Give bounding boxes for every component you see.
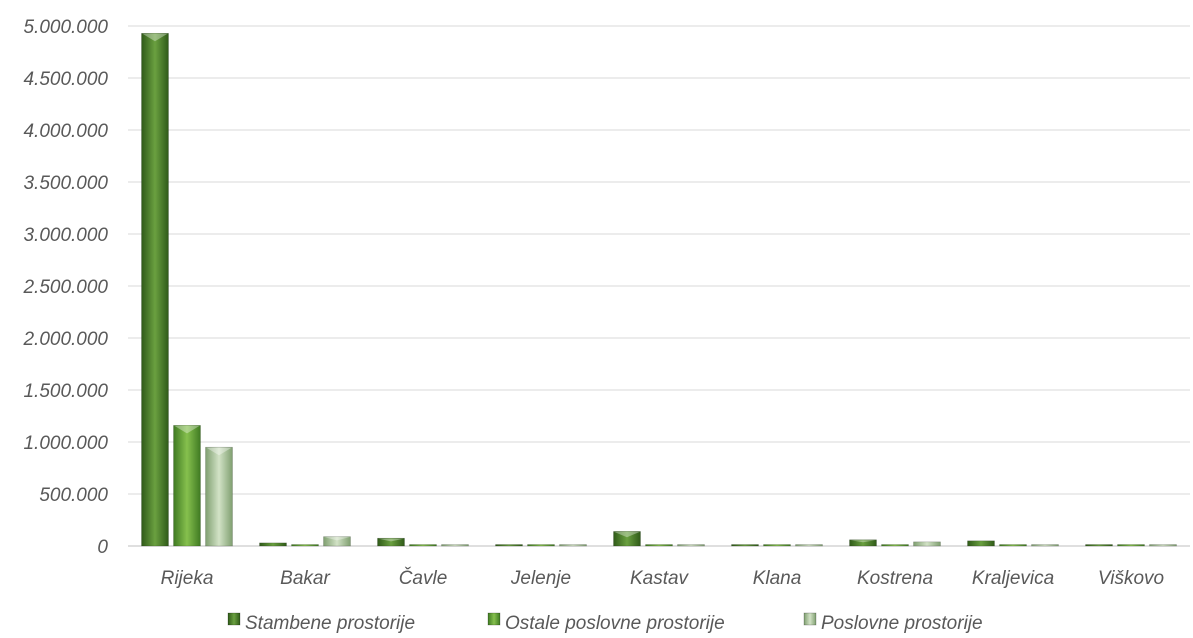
y-tick-label: 500.000 [39, 485, 108, 506]
bar-poslovne-prostorije [205, 446, 233, 547]
bar-ostale-poslovne-prostorije [527, 544, 555, 547]
y-tick-label: 4.000.000 [23, 121, 108, 142]
bar-poslovne-prostorije [323, 536, 351, 547]
bar-ostale-poslovne-prostorije [763, 544, 791, 547]
x-tick-label: Kostrena [857, 568, 933, 589]
bar-bevel [378, 538, 404, 542]
x-tick-label: Viškovo [1098, 568, 1164, 589]
x-tick-label: Jelenje [510, 568, 571, 589]
bar-poslovne-prostorije [1149, 544, 1177, 547]
bar-ostale-poslovne-prostorije [1117, 544, 1145, 547]
bar-poslovne-prostorije [1031, 544, 1059, 547]
bar-stambene-prostorije [967, 540, 995, 547]
bar-bevel [850, 540, 876, 543]
legend-swatch [227, 612, 241, 626]
bar-stambene-prostorije [377, 537, 405, 547]
bar-stambene-prostorije [731, 544, 759, 547]
bar-bevel [614, 531, 640, 538]
bar-stambene-prostorije [1085, 544, 1113, 547]
y-tick-label: 2.500.000 [22, 277, 108, 298]
bar-poslovne-prostorije [913, 541, 941, 547]
x-tick-label: Bakar [280, 568, 330, 589]
bar-bevel [174, 425, 200, 434]
bar-bevel [142, 33, 168, 42]
legend-entry: Ostale poslovne prostorije [505, 613, 725, 634]
x-tick-label: Klana [753, 568, 802, 589]
bar-stambene-prostorije [613, 531, 641, 547]
bar-ostale-poslovne-prostorije [881, 544, 909, 547]
bar-stambene-prostorije [495, 544, 523, 547]
bar-bevel [324, 537, 350, 541]
y-tick-label: 3.000.000 [23, 225, 108, 246]
x-tick-label: Kastav [630, 568, 690, 589]
bar-ostale-poslovne-prostorije [173, 425, 201, 547]
bar-bevel [206, 447, 232, 456]
x-tick-label: Rijeka [161, 568, 214, 589]
bar-ostale-poslovne-prostorije [291, 544, 319, 547]
bar-poslovne-prostorije [795, 544, 823, 547]
legend-swatch [487, 612, 501, 626]
y-tick-label: 5.000.000 [23, 17, 108, 38]
y-tick-label: 1.000.000 [23, 433, 108, 454]
bar-ostale-poslovne-prostorije [999, 544, 1027, 547]
legend: Stambene prostorije Ostale poslovne prost… [227, 612, 983, 634]
x-tick-label: Kraljevica [972, 568, 1054, 589]
bar-poslovne-prostorije [559, 544, 587, 547]
gridlines [128, 25, 1190, 547]
y-tick-label: 1.500.000 [23, 381, 108, 402]
bar-poslovne-prostorije [441, 544, 469, 547]
bars [141, 32, 1177, 547]
bar-stambene-prostorije [259, 542, 287, 547]
legend-entry: Stambene prostorije [245, 613, 415, 634]
x-axis-ticks: Rijeka Bakar Čavle Jelenje Kastav Klana Kostre… [161, 567, 1165, 589]
legend-swatch [803, 612, 817, 626]
bar-ostale-poslovne-prostorije [645, 544, 673, 547]
bar-stambene-prostorije [849, 539, 877, 547]
y-tick-label: 4.500.000 [23, 69, 108, 90]
x-tick-label: Čavle [399, 567, 448, 589]
y-tick-label: 2.000.000 [22, 329, 108, 350]
y-axis-ticks: 0 500.000 1.000.000 1.500.000 2.000.000 2.500… [22, 17, 108, 558]
legend-entry: Poslovne prostorije [821, 613, 983, 634]
y-tick-label: 3.500.000 [23, 173, 108, 194]
bar-poslovne-prostorije [677, 544, 705, 547]
bar-ostale-poslovne-prostorije [409, 544, 437, 547]
bar-stambene-prostorije [141, 32, 169, 547]
y-tick-label: 0 [97, 537, 108, 558]
